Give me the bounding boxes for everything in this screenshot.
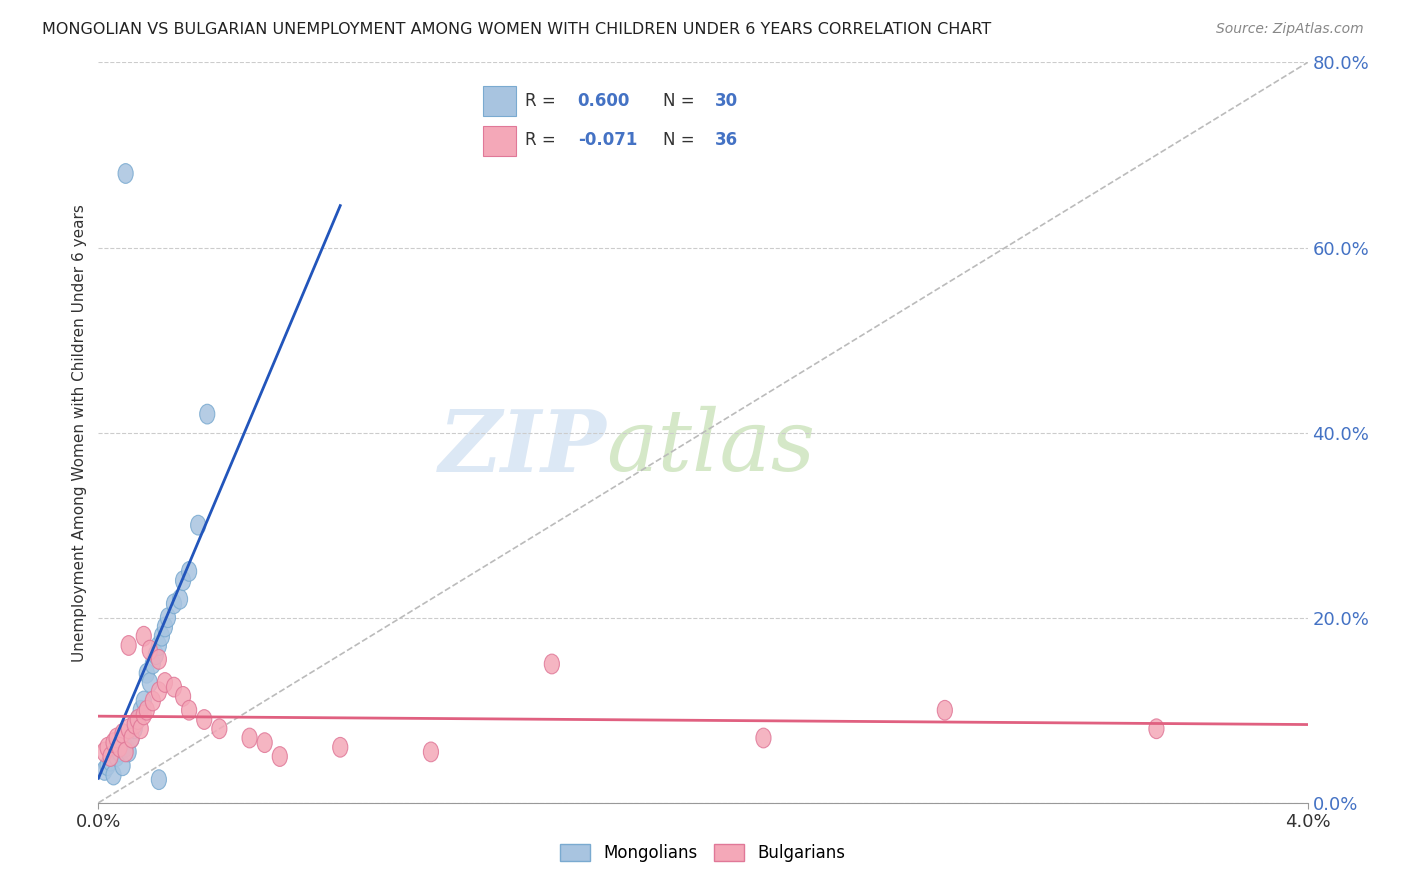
Ellipse shape bbox=[544, 654, 560, 673]
Ellipse shape bbox=[157, 673, 173, 692]
Ellipse shape bbox=[139, 664, 155, 683]
Ellipse shape bbox=[423, 742, 439, 762]
Ellipse shape bbox=[142, 673, 157, 692]
Ellipse shape bbox=[103, 751, 118, 771]
Ellipse shape bbox=[148, 645, 163, 665]
Ellipse shape bbox=[105, 765, 121, 785]
Ellipse shape bbox=[166, 594, 181, 614]
Ellipse shape bbox=[105, 732, 121, 753]
Ellipse shape bbox=[127, 714, 142, 734]
Ellipse shape bbox=[112, 738, 127, 757]
Ellipse shape bbox=[157, 617, 173, 637]
Ellipse shape bbox=[124, 728, 139, 747]
Ellipse shape bbox=[142, 640, 157, 660]
Text: atlas: atlas bbox=[606, 406, 815, 489]
Ellipse shape bbox=[103, 747, 118, 766]
Ellipse shape bbox=[181, 562, 197, 582]
Ellipse shape bbox=[112, 742, 127, 762]
Ellipse shape bbox=[118, 163, 134, 184]
Ellipse shape bbox=[200, 404, 215, 424]
Ellipse shape bbox=[176, 687, 191, 706]
Ellipse shape bbox=[242, 728, 257, 747]
Ellipse shape bbox=[152, 681, 166, 702]
Ellipse shape bbox=[124, 728, 139, 747]
Legend: Mongolians, Bulgarians: Mongolians, Bulgarians bbox=[554, 837, 852, 869]
Ellipse shape bbox=[152, 770, 166, 789]
Text: ZIP: ZIP bbox=[439, 406, 606, 489]
Ellipse shape bbox=[1149, 719, 1164, 739]
Ellipse shape bbox=[110, 747, 124, 766]
Ellipse shape bbox=[145, 691, 160, 711]
Ellipse shape bbox=[97, 742, 112, 762]
Ellipse shape bbox=[131, 710, 145, 730]
Ellipse shape bbox=[273, 747, 287, 766]
Ellipse shape bbox=[176, 571, 191, 591]
Ellipse shape bbox=[134, 700, 148, 720]
Ellipse shape bbox=[152, 649, 166, 669]
Ellipse shape bbox=[333, 738, 347, 757]
Ellipse shape bbox=[110, 728, 124, 747]
Ellipse shape bbox=[152, 636, 166, 656]
Ellipse shape bbox=[121, 636, 136, 656]
Ellipse shape bbox=[121, 742, 136, 762]
Ellipse shape bbox=[121, 719, 136, 739]
Ellipse shape bbox=[136, 691, 152, 711]
Ellipse shape bbox=[938, 700, 952, 720]
Ellipse shape bbox=[160, 607, 176, 628]
Ellipse shape bbox=[97, 761, 112, 780]
Ellipse shape bbox=[181, 700, 197, 720]
Ellipse shape bbox=[127, 719, 142, 739]
Ellipse shape bbox=[197, 710, 212, 730]
Ellipse shape bbox=[139, 700, 155, 720]
Ellipse shape bbox=[131, 710, 145, 730]
Ellipse shape bbox=[756, 728, 770, 747]
Ellipse shape bbox=[191, 516, 205, 535]
Ellipse shape bbox=[118, 738, 134, 757]
Ellipse shape bbox=[115, 723, 131, 743]
Ellipse shape bbox=[166, 677, 181, 697]
Text: MONGOLIAN VS BULGARIAN UNEMPLOYMENT AMONG WOMEN WITH CHILDREN UNDER 6 YEARS CORR: MONGOLIAN VS BULGARIAN UNEMPLOYMENT AMON… bbox=[42, 22, 991, 37]
Ellipse shape bbox=[136, 705, 152, 725]
Ellipse shape bbox=[145, 654, 160, 673]
Ellipse shape bbox=[100, 756, 115, 776]
Text: Source: ZipAtlas.com: Source: ZipAtlas.com bbox=[1216, 22, 1364, 37]
Ellipse shape bbox=[115, 756, 131, 776]
Ellipse shape bbox=[118, 742, 134, 762]
Ellipse shape bbox=[134, 719, 148, 739]
Ellipse shape bbox=[100, 738, 115, 757]
Ellipse shape bbox=[173, 590, 187, 609]
Ellipse shape bbox=[212, 719, 226, 739]
Ellipse shape bbox=[155, 626, 170, 646]
Ellipse shape bbox=[136, 626, 152, 646]
Ellipse shape bbox=[257, 732, 273, 753]
Y-axis label: Unemployment Among Women with Children Under 6 years: Unemployment Among Women with Children U… bbox=[72, 203, 87, 662]
